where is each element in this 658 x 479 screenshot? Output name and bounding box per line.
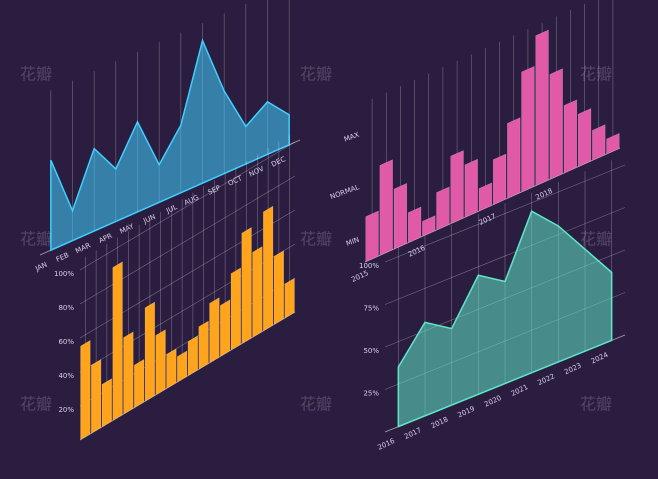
bar xyxy=(549,68,563,180)
area xyxy=(397,210,613,428)
bar xyxy=(478,182,493,212)
watermark: 花瓣 xyxy=(580,230,612,249)
watermark: 花瓣 xyxy=(300,395,332,414)
bar xyxy=(123,331,134,415)
watermark: 花瓣 xyxy=(20,230,52,249)
bar xyxy=(155,329,166,396)
bar xyxy=(393,182,408,250)
bar xyxy=(166,348,177,389)
bar xyxy=(91,359,102,434)
y-tick-label: 20% xyxy=(58,406,74,414)
bar xyxy=(563,99,578,174)
y-tick-label: 100% xyxy=(359,262,379,270)
bar xyxy=(252,246,263,338)
watermark: 花瓣 xyxy=(20,395,52,414)
bar xyxy=(187,335,198,377)
bar xyxy=(379,159,393,256)
watermark: 花瓣 xyxy=(580,65,612,84)
y-tick-label: 50% xyxy=(363,347,379,355)
bar xyxy=(230,267,241,351)
watermark: 花瓣 xyxy=(20,65,52,84)
bar xyxy=(592,124,606,161)
bar xyxy=(144,301,155,402)
y-tick-label: 40% xyxy=(58,372,74,380)
bar xyxy=(535,29,549,187)
grid-line xyxy=(384,164,626,263)
y-tick-label: 25% xyxy=(363,390,379,398)
bar xyxy=(422,215,436,237)
bar xyxy=(521,65,535,193)
bar xyxy=(464,158,478,218)
bar xyxy=(134,358,145,409)
bar xyxy=(450,150,464,225)
y-tick-label: 100% xyxy=(54,270,74,278)
bar xyxy=(577,108,592,168)
bar xyxy=(198,320,209,370)
grid-line xyxy=(79,141,296,271)
bar xyxy=(284,277,295,319)
bar xyxy=(177,350,188,383)
baseline xyxy=(364,147,621,263)
bar xyxy=(220,299,231,357)
y-tick-label: 75% xyxy=(363,305,379,313)
bar xyxy=(407,206,422,244)
bar xyxy=(263,205,274,332)
y-tick-label: 80% xyxy=(58,304,74,312)
bar xyxy=(492,153,507,206)
bar xyxy=(273,250,284,325)
bar xyxy=(209,297,220,364)
bar xyxy=(436,186,450,231)
bar xyxy=(365,210,379,263)
bar xyxy=(241,226,252,345)
watermark: 花瓣 xyxy=(580,395,612,414)
bar xyxy=(507,117,521,199)
y-tick-label: 60% xyxy=(58,338,74,346)
watermark: 花瓣 xyxy=(300,230,332,249)
watermark: 花瓣 xyxy=(300,65,332,84)
bar xyxy=(80,339,91,441)
bar xyxy=(606,132,620,155)
bar xyxy=(101,378,112,428)
bar xyxy=(112,261,123,421)
grid-line xyxy=(384,207,626,305)
area xyxy=(50,38,290,252)
